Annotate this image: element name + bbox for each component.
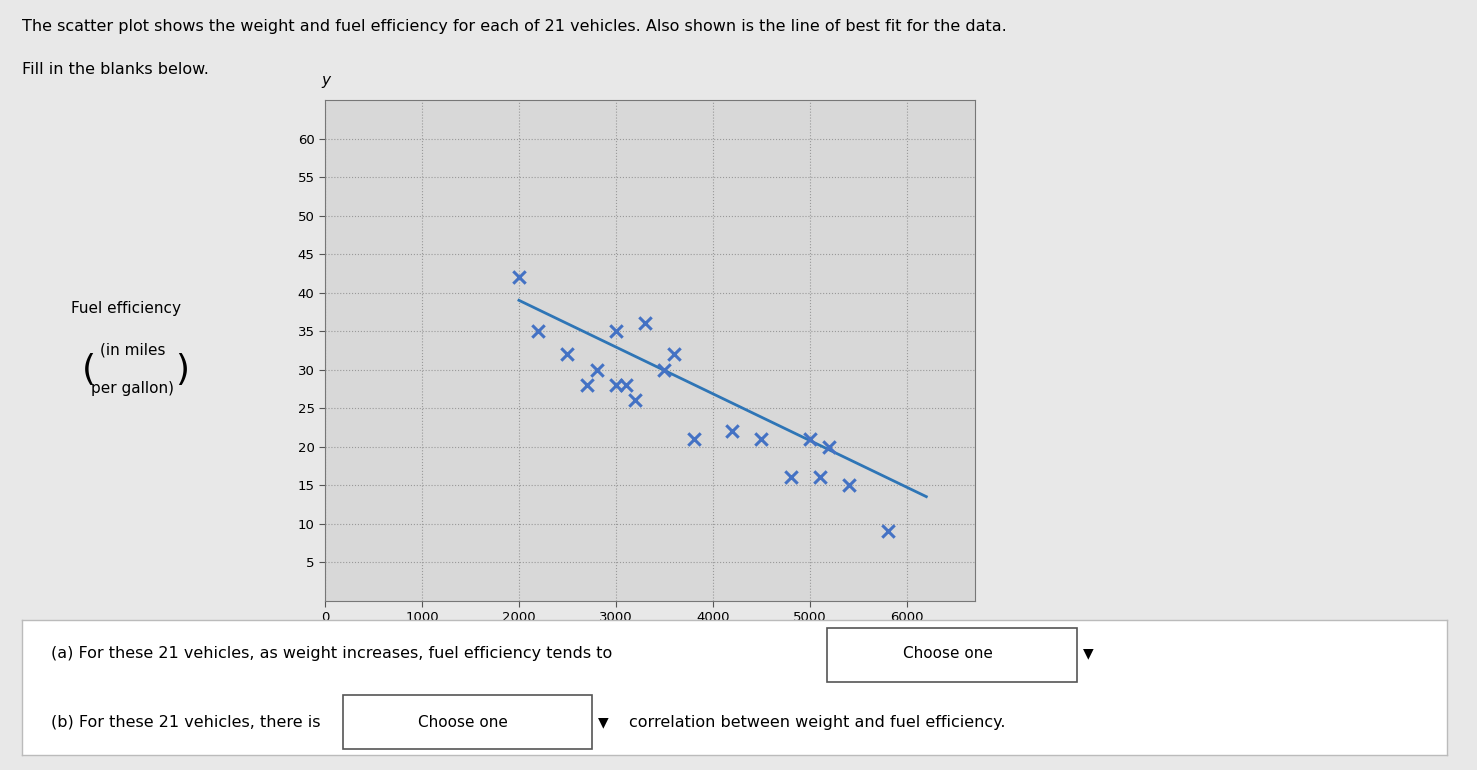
Text: (a) For these 21 vehicles, as weight increases, fuel efficiency tends to: (a) For these 21 vehicles, as weight inc… — [50, 646, 611, 661]
Point — [808, 471, 832, 484]
Text: ): ) — [174, 353, 189, 387]
Text: ▼: ▼ — [1083, 647, 1093, 661]
Text: Choose one: Choose one — [902, 646, 993, 661]
Point — [837, 479, 861, 491]
Point — [817, 440, 840, 453]
Point — [778, 471, 802, 484]
Point — [653, 363, 676, 376]
Point — [634, 317, 657, 330]
Text: y: y — [322, 72, 331, 88]
Point — [721, 425, 744, 437]
FancyBboxPatch shape — [343, 695, 592, 749]
Text: (b) For these 21 vehicles, there is: (b) For these 21 vehicles, there is — [50, 715, 321, 730]
X-axis label: Weight (in pounds): Weight (in pounds) — [578, 632, 722, 648]
Text: Choose one: Choose one — [418, 715, 508, 730]
Point — [575, 379, 598, 391]
Text: Fill in the blanks below.: Fill in the blanks below. — [22, 62, 210, 76]
Point — [507, 271, 530, 283]
Text: ▼: ▼ — [598, 715, 609, 729]
Point — [798, 433, 821, 445]
Text: Fuel efficiency: Fuel efficiency — [71, 300, 180, 316]
Text: (in miles: (in miles — [100, 343, 165, 358]
Point — [526, 325, 549, 337]
Point — [604, 379, 628, 391]
Text: x: x — [988, 631, 995, 644]
Point — [604, 325, 628, 337]
Point — [750, 433, 774, 445]
Text: (: ( — [81, 353, 96, 387]
Point — [585, 363, 609, 376]
Text: per gallon): per gallon) — [92, 381, 174, 397]
Point — [555, 348, 579, 360]
Point — [876, 525, 899, 537]
Point — [662, 348, 685, 360]
Point — [682, 433, 706, 445]
Text: correlation between weight and fuel efficiency.: correlation between weight and fuel effi… — [629, 715, 1006, 730]
FancyBboxPatch shape — [827, 628, 1077, 682]
Text: The scatter plot shows the weight and fuel efficiency for each of 21 vehicles. A: The scatter plot shows the weight and fu… — [22, 19, 1007, 34]
Point — [614, 379, 638, 391]
Point — [623, 394, 647, 407]
